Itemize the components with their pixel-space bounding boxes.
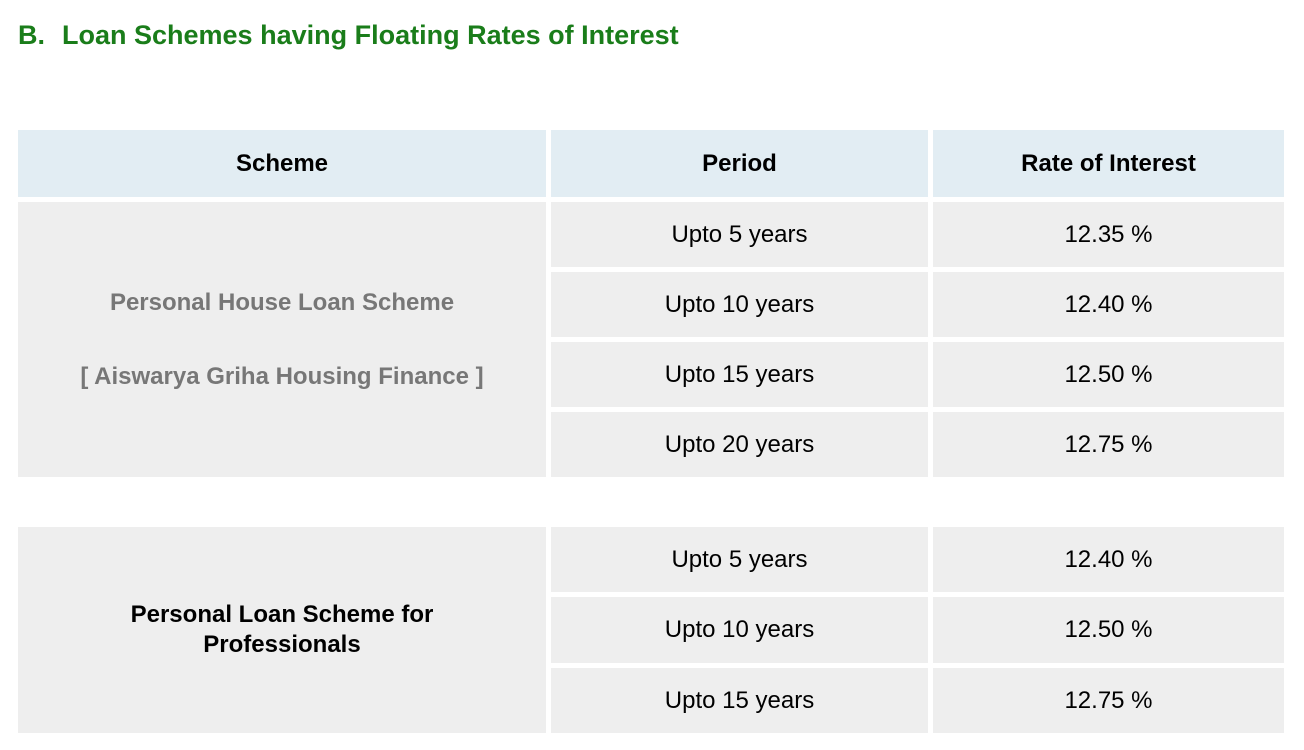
scheme-name-line: Personal Loan Scheme for Professionals	[130, 601, 434, 658]
period-cell: Upto 15 years	[551, 668, 928, 733]
period-cell: Upto 5 years	[551, 202, 928, 267]
rate-cell: 12.40 %	[933, 272, 1284, 337]
rate-cell: 12.40 %	[933, 527, 1284, 592]
heading-prefix: B.	[18, 20, 45, 50]
period-cell: Upto 20 years	[551, 412, 928, 477]
scheme-name-line: Personal House Loan Scheme	[109, 288, 455, 316]
page-title: B. Loan Schemes having Floating Rates of…	[18, 20, 679, 51]
scheme-cell-personal-house-loan: Personal House Loan Scheme [ Aiswarya Gr…	[18, 202, 546, 477]
rate-cell: 12.75 %	[933, 668, 1284, 733]
period-cell: Upto 15 years	[551, 342, 928, 407]
floating-rates-table-professionals: Personal Loan Scheme for Professionals U…	[18, 527, 1284, 733]
column-header-scheme: Scheme	[18, 130, 546, 197]
floating-rates-table-house-loan: Scheme Period Rate of Interest Personal …	[18, 130, 1284, 477]
heading-text: Loan Schemes having Floating Rates of In…	[62, 20, 679, 50]
column-header-period: Period	[551, 130, 928, 197]
rate-cell: 12.35 %	[933, 202, 1284, 267]
scheme-cell-personal-loan-professionals: Personal Loan Scheme for Professionals	[18, 527, 546, 733]
scheme-subname-line: [ Aiswarya Griha Housing Finance ]	[80, 362, 484, 390]
period-cell: Upto 10 years	[551, 272, 928, 337]
period-cell: Upto 10 years	[551, 597, 928, 663]
column-header-rate-of-interest: Rate of Interest	[933, 130, 1284, 197]
rate-cell: 12.75 %	[933, 412, 1284, 477]
period-cell: Upto 5 years	[551, 527, 928, 592]
rate-cell: 12.50 %	[933, 342, 1284, 407]
rate-cell: 12.50 %	[933, 597, 1284, 663]
